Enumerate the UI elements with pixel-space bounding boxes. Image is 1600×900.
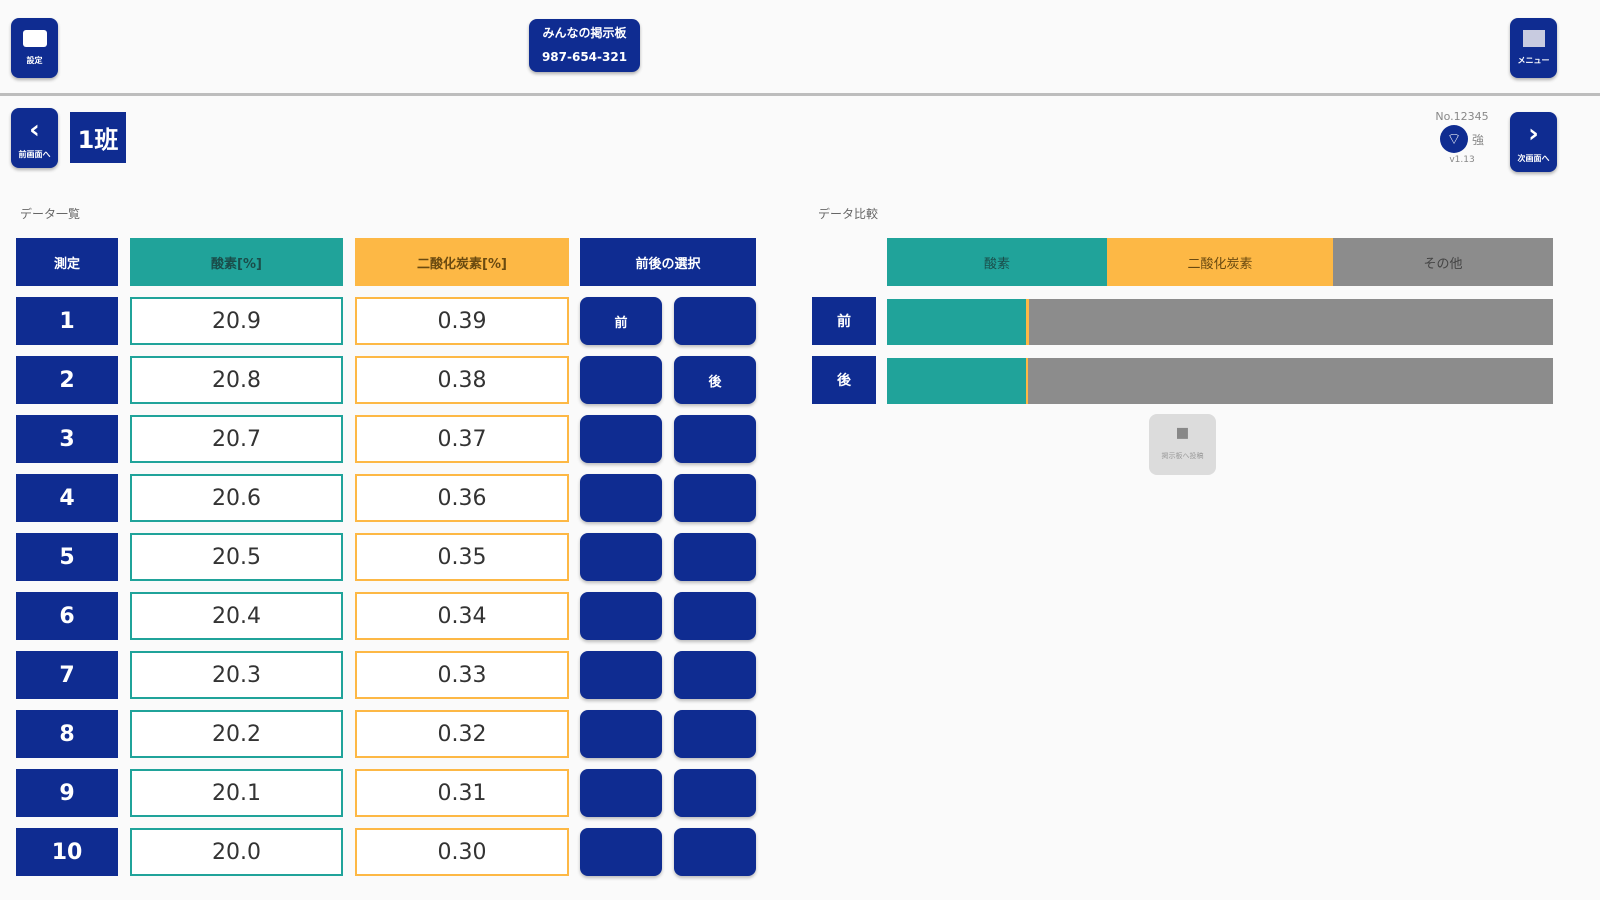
oxygen-value[interactable]: 20.1	[130, 769, 343, 817]
wifi-signal-icon: ⌔	[1439, 125, 1468, 153]
select-before-button[interactable]	[580, 769, 662, 817]
oxygen-value[interactable]: 20.8	[130, 356, 343, 404]
device-number: No.12345	[1435, 110, 1489, 123]
legend-co2: 二酸化炭素	[1107, 238, 1333, 286]
compare-row-label: 後	[812, 356, 876, 404]
co2-value[interactable]: 0.38	[355, 356, 569, 404]
compare-bar	[887, 299, 1553, 345]
select-before-button[interactable]	[580, 651, 662, 699]
settings-label: 設定	[26, 56, 43, 65]
compare-legend: 酸素 二酸化炭素 その他	[887, 238, 1553, 286]
chevron-left-icon: ‹	[29, 114, 40, 145]
select-before-button[interactable]	[580, 710, 662, 758]
co2-value[interactable]: 0.32	[355, 710, 569, 758]
compare-bar	[887, 358, 1553, 404]
data-list-title: データ一覧	[20, 207, 81, 221]
oxygen-value[interactable]: 20.5	[130, 533, 343, 581]
bar-segment-oxygen	[887, 299, 1027, 345]
measure-number: 7	[16, 651, 118, 699]
oxygen-value[interactable]: 20.2	[130, 710, 343, 758]
settings-button[interactable]: 設定	[11, 18, 58, 78]
compare-title: データ比較	[818, 207, 879, 221]
select-before-button[interactable]	[580, 356, 662, 404]
bar-segment-other	[1028, 358, 1553, 404]
select-after-button[interactable]	[674, 592, 756, 640]
select-before-button[interactable]: 前	[580, 297, 662, 345]
select-after-button[interactable]: 後	[674, 356, 756, 404]
oxygen-value[interactable]: 20.6	[130, 474, 343, 522]
select-after-button[interactable]	[674, 297, 756, 345]
oxygen-value[interactable]: 20.3	[130, 651, 343, 699]
settings-icon	[22, 30, 47, 47]
measure-number: 5	[16, 533, 118, 581]
board-button[interactable]: みんなの掲示板 987-654-321	[529, 19, 640, 72]
top-bar: 設定 みんなの掲示板 987-654-321 メニュー	[0, 0, 1600, 96]
select-after-button[interactable]	[674, 415, 756, 463]
measure-number: 2	[16, 356, 118, 404]
select-after-button[interactable]	[674, 533, 756, 581]
post-label: 掲示板へ投稿	[1161, 452, 1204, 460]
post-to-board-button[interactable]: ▪ 掲示板へ投稿	[1149, 414, 1216, 475]
select-after-button[interactable]	[674, 710, 756, 758]
select-before-button[interactable]	[580, 828, 662, 876]
oxygen-value[interactable]: 20.4	[130, 592, 343, 640]
legend-other: その他	[1333, 238, 1553, 286]
oxygen-value[interactable]: 20.0	[130, 828, 343, 876]
board-number: 987-654-321	[541, 50, 628, 64]
co2-value[interactable]: 0.31	[355, 769, 569, 817]
menu-icon	[1522, 30, 1545, 47]
legend-oxygen: 酸素	[887, 238, 1107, 286]
co2-value[interactable]: 0.37	[355, 415, 569, 463]
measure-number: 6	[16, 592, 118, 640]
board-title: みんなの掲示板	[542, 26, 627, 40]
co2-value[interactable]: 0.35	[355, 533, 569, 581]
header-measure: 測定	[16, 238, 118, 286]
menu-button[interactable]: メニュー	[1510, 18, 1557, 78]
measure-number: 10	[16, 828, 118, 876]
device-status: No.12345 ⌔ 強 v1.13	[1420, 110, 1504, 165]
next-label: 次画面へ	[1517, 153, 1550, 163]
select-before-button[interactable]	[580, 533, 662, 581]
compare-row-label: 前	[812, 297, 876, 345]
next-screen-button[interactable]: › 次画面へ	[1510, 112, 1557, 172]
signal-strength: 強	[1471, 132, 1484, 147]
select-before-button[interactable]	[580, 474, 662, 522]
select-after-button[interactable]	[674, 769, 756, 817]
oxygen-value[interactable]: 20.7	[130, 415, 343, 463]
measure-number: 4	[16, 474, 118, 522]
bar-segment-co2	[1025, 358, 1029, 404]
comment-icon: ▪	[1175, 420, 1190, 445]
bar-segment-co2	[1026, 299, 1029, 345]
chevron-right-icon: ›	[1528, 118, 1539, 149]
select-after-button[interactable]	[674, 651, 756, 699]
header-select: 前後の選択	[580, 238, 756, 286]
oxygen-value[interactable]: 20.9	[130, 297, 343, 345]
measure-number: 9	[16, 769, 118, 817]
measure-number: 3	[16, 415, 118, 463]
measure-number: 8	[16, 710, 118, 758]
header-oxygen: 酸素[%]	[130, 238, 343, 286]
prev-label: 前画面へ	[18, 149, 51, 159]
prev-screen-button[interactable]: ‹ 前画面へ	[11, 108, 58, 168]
version-label: v1.13	[1449, 155, 1475, 165]
select-after-button[interactable]	[674, 474, 756, 522]
co2-value[interactable]: 0.34	[355, 592, 569, 640]
select-after-button[interactable]	[674, 828, 756, 876]
co2-value[interactable]: 0.33	[355, 651, 569, 699]
bar-segment-oxygen	[887, 358, 1026, 404]
co2-value[interactable]: 0.36	[355, 474, 569, 522]
menu-label: メニュー	[1517, 56, 1550, 65]
header-co2: 二酸化炭素[%]	[355, 238, 569, 286]
measure-number: 1	[16, 297, 118, 345]
co2-value[interactable]: 0.30	[355, 828, 569, 876]
group-badge: 1班	[70, 112, 126, 163]
bar-segment-other	[1028, 299, 1553, 345]
co2-value[interactable]: 0.39	[355, 297, 569, 345]
select-before-button[interactable]	[580, 415, 662, 463]
select-before-button[interactable]	[580, 592, 662, 640]
